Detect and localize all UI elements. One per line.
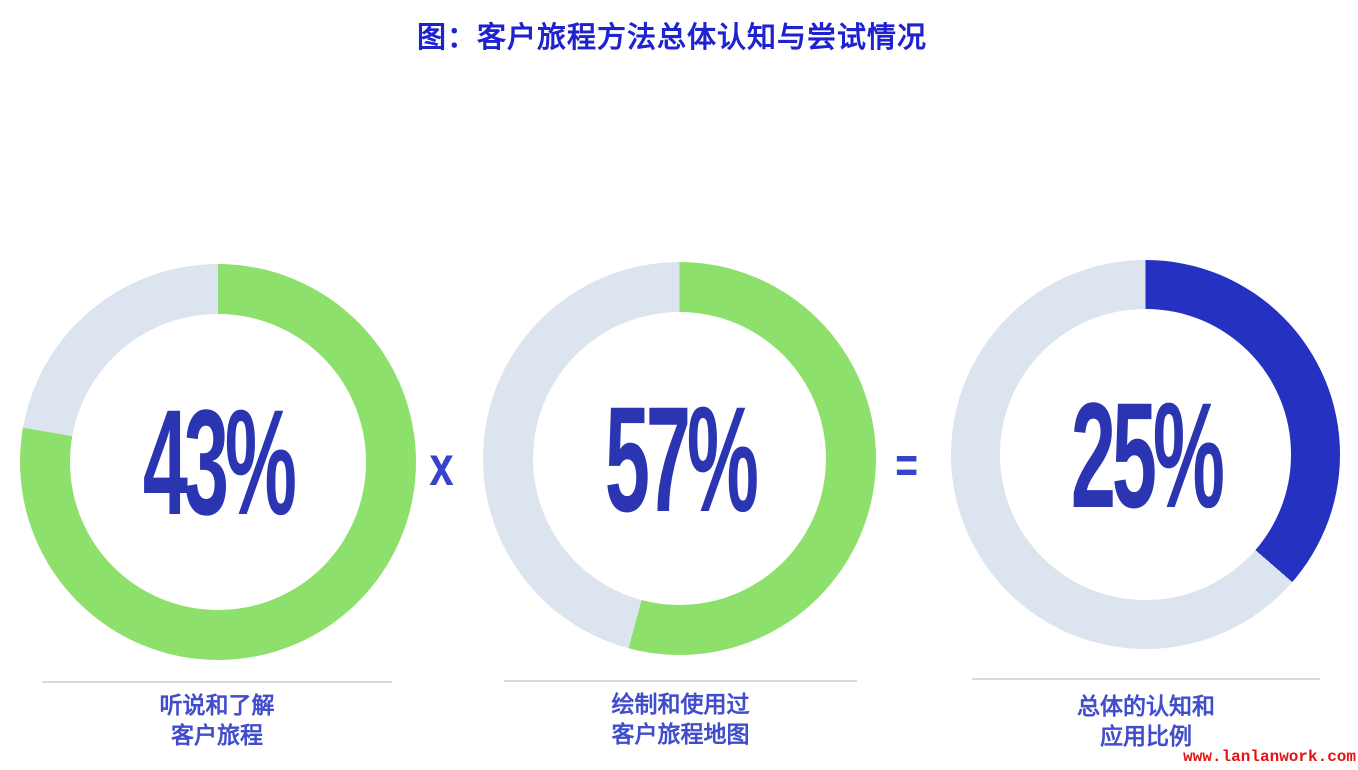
caption-divider bbox=[42, 681, 392, 683]
caption-divider bbox=[972, 678, 1320, 680]
caption-divider bbox=[504, 680, 857, 682]
caption-line: 客户旅程地图 bbox=[611, 721, 750, 747]
donut-hole: 43% bbox=[70, 314, 366, 610]
page-title: 图：客户旅程方法总体认知与尝试情况 bbox=[417, 22, 928, 54]
donut-caption-overall: 总体的认知和 应用比例 bbox=[972, 691, 1320, 751]
watermark-url: www.lanlanwork.com bbox=[1183, 748, 1356, 766]
donut-chart-usage: 57% bbox=[483, 262, 876, 655]
caption-line: 总体的认知和 bbox=[1077, 693, 1215, 719]
equals-operator: = bbox=[895, 437, 918, 493]
caption-line: 听说和了解 bbox=[159, 692, 275, 718]
donut-value-overall: 25% bbox=[1070, 370, 1225, 539]
donut-hole: 25% bbox=[1000, 309, 1291, 600]
donut-value-usage: 57% bbox=[604, 374, 759, 543]
caption-line: 绘制和使用过 bbox=[611, 691, 750, 717]
caption-line: 客户旅程 bbox=[171, 722, 263, 748]
donut-chart-overall: 25% bbox=[951, 260, 1340, 649]
multiply-operator: x bbox=[429, 434, 454, 497]
donut-hole: 57% bbox=[532, 311, 827, 606]
donut-caption-awareness: 听说和了解 客户旅程 bbox=[42, 690, 392, 750]
donut-caption-usage: 绘制和使用过 客户旅程地图 bbox=[504, 689, 857, 749]
donut-chart-awareness: 43% bbox=[20, 264, 416, 660]
caption-line: 应用比例 bbox=[1100, 723, 1192, 749]
donut-value-awareness: 43% bbox=[143, 378, 297, 546]
